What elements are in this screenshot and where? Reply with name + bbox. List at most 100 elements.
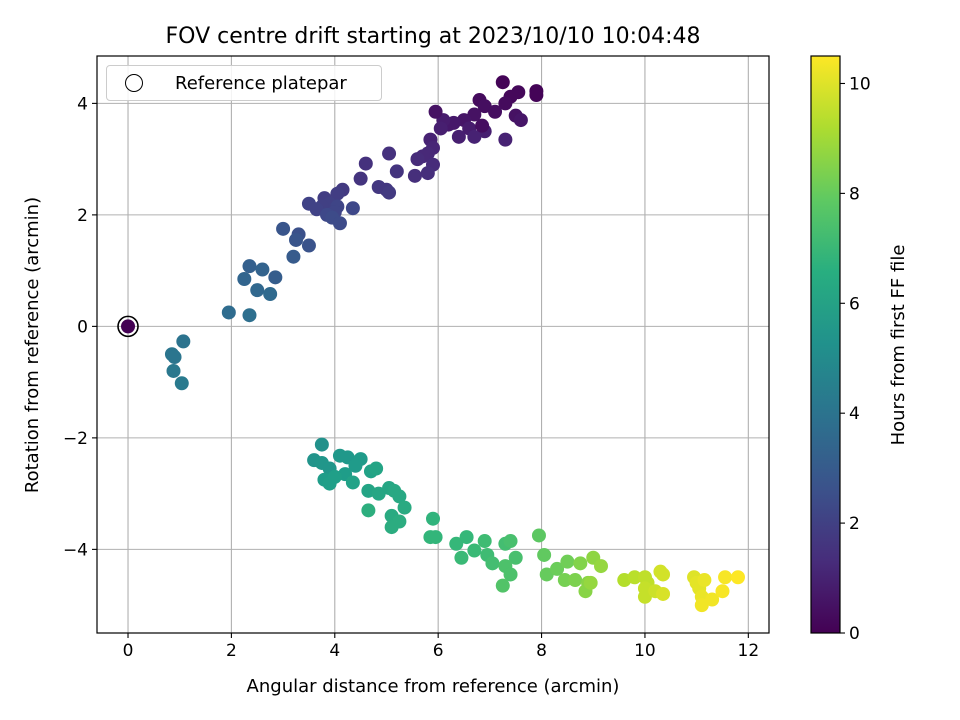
data-point <box>384 520 399 535</box>
data-point <box>539 567 554 582</box>
data-point <box>361 503 376 518</box>
data-point <box>627 570 642 585</box>
data-point <box>242 259 257 274</box>
legend: Reference platepar <box>106 65 382 101</box>
x-tick-label: 0 <box>123 641 134 661</box>
grid <box>97 56 769 633</box>
data-point <box>449 536 464 551</box>
reference-point-marker <box>117 315 139 338</box>
data-point <box>392 489 407 504</box>
data-point <box>250 283 265 298</box>
x-axis-label: Angular distance from reference (arcmin) <box>247 676 620 697</box>
data-point <box>495 75 510 90</box>
data-point <box>594 559 608 574</box>
y-tick-label: 2 <box>77 206 88 226</box>
colorbar-tick-label: 10 <box>849 74 871 94</box>
data-point <box>583 575 598 590</box>
data-point <box>301 238 316 253</box>
data-point <box>550 561 565 576</box>
data-point <box>309 202 324 217</box>
data-point <box>332 216 347 231</box>
data-point <box>488 104 503 119</box>
data-point <box>358 156 373 171</box>
x-tick-label: 12 <box>738 641 760 661</box>
data-point <box>345 201 360 216</box>
x-tick-label: 6 <box>433 641 444 661</box>
colorbar-tick-label: 2 <box>849 514 860 534</box>
legend-label: Reference platepar <box>175 73 347 94</box>
y-tick-label: −2 <box>63 429 88 449</box>
data-point <box>531 528 546 543</box>
data-point <box>407 168 422 183</box>
data-point <box>263 287 278 302</box>
x-tick-label: 2 <box>226 641 237 661</box>
data-point <box>637 589 652 604</box>
data-point <box>167 350 182 365</box>
data-point <box>268 270 283 285</box>
data-point <box>529 88 544 103</box>
data-point <box>410 152 425 167</box>
data-point <box>397 500 412 515</box>
data-point <box>477 534 492 549</box>
data-point <box>508 550 523 565</box>
x-tick-label: 10 <box>634 641 656 661</box>
data-point <box>451 129 466 144</box>
data-point <box>382 146 397 161</box>
data-point <box>560 554 575 569</box>
data-point <box>498 96 513 111</box>
data-point <box>454 550 469 565</box>
data-point <box>718 570 733 585</box>
data-point <box>467 107 482 122</box>
colorbar-label: Hours from first FF file <box>888 245 909 446</box>
data-point <box>475 118 490 133</box>
axis-ticks: 0 2 4 6 8 10 12 −4 −2 0 2 4 <box>63 94 759 661</box>
data-point <box>428 104 443 119</box>
data-point <box>694 598 709 613</box>
data-point <box>382 185 397 200</box>
y-tick-label: 4 <box>77 94 88 114</box>
data-point <box>330 186 345 201</box>
colorbar <box>810 55 841 634</box>
data-point <box>705 592 720 607</box>
colorbar-tick-label: 0 <box>849 624 860 644</box>
data-point <box>513 113 528 128</box>
data-point <box>573 556 588 571</box>
data-point <box>477 99 492 114</box>
data-point <box>503 567 518 582</box>
x-tick-label: 4 <box>329 641 340 661</box>
data-point <box>348 458 363 473</box>
y-tick-label: −4 <box>63 540 88 560</box>
colorbar-tick-label: 6 <box>849 294 860 314</box>
data-point <box>467 543 482 558</box>
data-point <box>314 437 329 452</box>
data-point <box>166 363 181 378</box>
data-point <box>176 334 191 349</box>
data-point <box>426 511 440 526</box>
data-point <box>495 578 510 593</box>
data-point <box>715 584 730 599</box>
reference-point-fill <box>121 319 136 334</box>
data-point <box>353 171 368 186</box>
data-point <box>428 530 443 545</box>
colorbar-tick-label: 4 <box>849 404 860 424</box>
colorbar-ticks: 0 2 4 6 8 10 <box>840 74 871 644</box>
data-point <box>371 486 386 501</box>
data-point <box>286 249 301 264</box>
data-point <box>557 573 572 588</box>
y-tick-label: 0 <box>77 317 88 337</box>
data-point <box>568 573 583 588</box>
scatter-points <box>117 75 745 613</box>
data-point <box>237 271 252 286</box>
data-point <box>289 232 304 247</box>
legend-reference-marker-icon <box>125 74 143 92</box>
data-point <box>656 586 671 601</box>
data-point <box>255 262 270 277</box>
data-point <box>345 475 360 490</box>
data-point <box>656 567 671 582</box>
chart-title: FOV centre drift starting at 2023/10/10 … <box>166 24 701 49</box>
data-point <box>697 573 712 588</box>
data-point <box>174 376 189 391</box>
data-point <box>242 308 257 323</box>
data-point <box>369 461 384 476</box>
